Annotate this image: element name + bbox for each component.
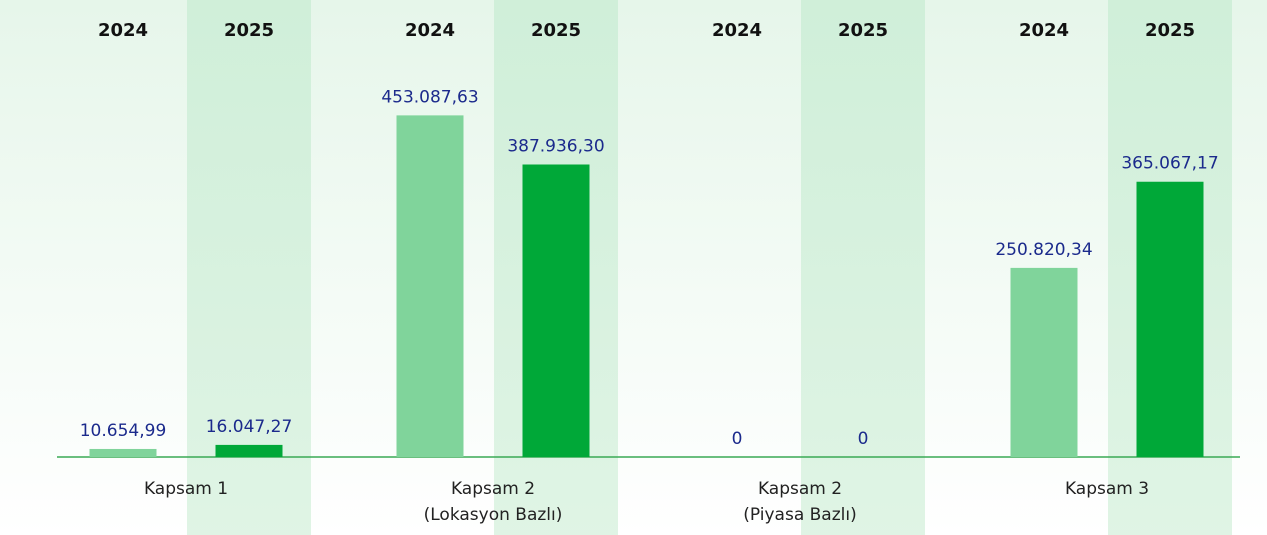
value-label: 16.047,27 [206,417,293,437]
series-header: 2025 [1145,20,1195,41]
value-label: 0 [732,429,743,449]
bar [522,164,590,457]
series-header: 2025 [224,20,274,41]
series-header: 2025 [531,20,581,41]
series-header: 2024 [98,20,148,41]
series-header: 2024 [405,20,455,41]
value-label: 387.936,30 [507,136,604,156]
value-label: 453.087,63 [381,87,478,107]
value-label: 365.067,17 [1121,154,1218,174]
value-label: 250.820,34 [995,240,1092,260]
bar [396,115,464,458]
bar [89,448,157,457]
category-label: Kapsam 2 (Piyasa Bazlı) [743,479,857,525]
series-header: 2024 [712,20,762,41]
value-label: 0 [858,429,869,449]
category-label: Kapsam 2 (Lokasyon Bazlı) [423,479,563,525]
bar [215,444,283,457]
bar [1136,181,1204,457]
column-band [801,0,925,535]
bar [1010,267,1078,457]
value-label: 10.654,99 [80,421,167,441]
series-header: 2025 [838,20,888,41]
series-header: 2024 [1019,20,1069,41]
category-label: Kapsam 3 [1064,479,1150,499]
category-label: Kapsam 1 [143,479,229,499]
